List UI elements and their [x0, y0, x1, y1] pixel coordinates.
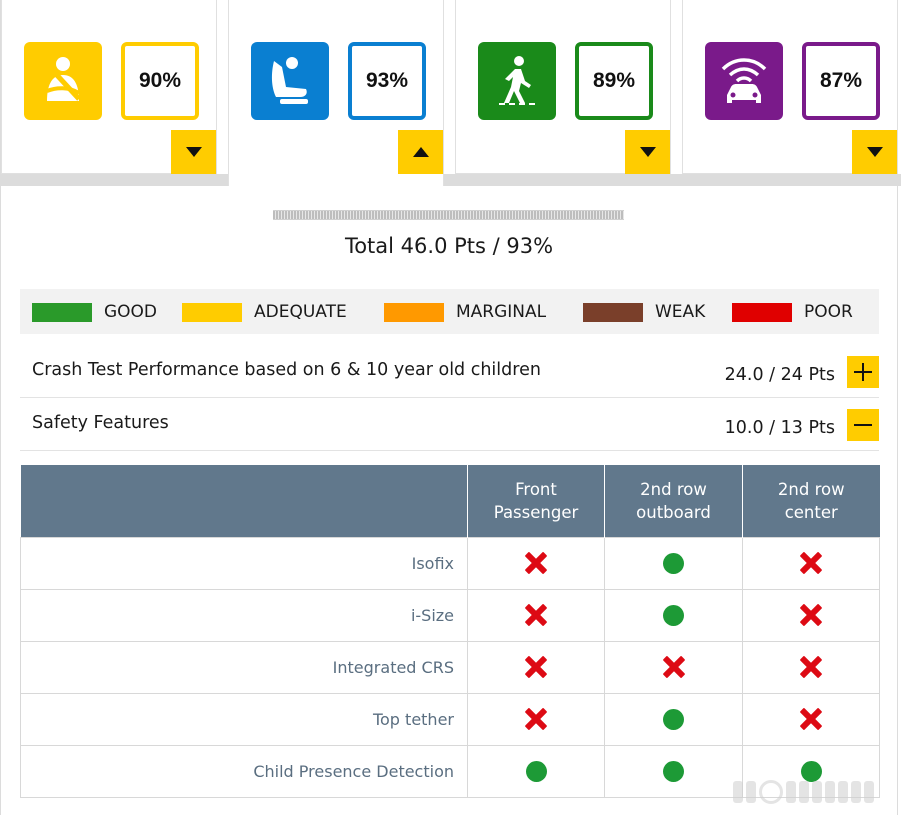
table-row: i-Size — [20, 588, 880, 642]
seatbelt-icon — [24, 42, 102, 120]
feature-availability-cell — [742, 640, 880, 694]
legend-label: MARGINAL — [456, 302, 547, 322]
legend-swatch — [182, 302, 242, 322]
not-available-cross-icon — [800, 604, 822, 626]
legend-label: POOR — [804, 302, 853, 322]
score-strip — [273, 210, 624, 220]
feature-availability-cell — [467, 640, 605, 694]
collapse-toggle-button[interactable] — [398, 130, 443, 174]
legend-item-marginal: MARGINAL — [384, 302, 546, 322]
feature-availability-cell — [742, 588, 880, 642]
feature-label: i-Size — [20, 588, 468, 642]
category-score: 89% — [575, 42, 653, 120]
available-dot-icon — [525, 760, 547, 782]
feature-availability-cell — [467, 588, 605, 642]
category-card-safety-assist[interactable]: 87% — [682, 0, 898, 174]
feature-availability-cell — [604, 588, 743, 642]
category-card-child-occupant[interactable]: 93% — [228, 0, 444, 186]
expand-section-button[interactable] — [847, 356, 879, 388]
not-available-cross-icon — [525, 656, 547, 678]
category-score: 93% — [348, 42, 426, 120]
category-card-adult-occupant[interactable]: 90% — [1, 0, 217, 174]
collapse-section-button[interactable] — [847, 409, 879, 441]
feature-label: Child Presence Detection — [20, 744, 468, 798]
feature-label: Isofix — [20, 536, 468, 590]
not-available-cross-icon — [525, 708, 547, 730]
column-header-2nd-row-outboard: 2nd row outboard — [604, 465, 743, 537]
section-crash-test[interactable]: Crash Test Performance based on 6 & 10 y… — [20, 346, 879, 398]
category-score: 90% — [121, 42, 199, 120]
child-seat-icon — [251, 42, 329, 120]
chevron-down-icon — [639, 147, 656, 157]
available-dot-icon — [800, 760, 822, 782]
not-available-cross-icon — [525, 604, 547, 626]
not-available-cross-icon — [525, 552, 547, 574]
feature-availability-cell — [467, 536, 605, 590]
pedestrian-icon — [478, 42, 556, 120]
legend-item-poor: POOR — [732, 302, 853, 322]
feature-availability-cell — [467, 744, 605, 798]
chevron-up-icon — [412, 147, 429, 157]
not-available-cross-icon — [663, 656, 685, 678]
chevron-down-icon — [866, 147, 883, 157]
section-points: 24.0 / 24 Pts — [724, 365, 835, 385]
category-card-vulnerable-road-users[interactable]: 89% — [455, 0, 671, 174]
legend-item-good: GOOD — [32, 302, 157, 322]
table-header-blank — [20, 465, 468, 537]
section-title: Crash Test Performance based on 6 & 10 y… — [32, 360, 541, 380]
feature-label: Integrated CRS — [20, 640, 468, 694]
expand-toggle-button[interactable] — [852, 130, 897, 174]
plus-icon-stem — [861, 363, 865, 381]
car-sensor-icon — [705, 42, 783, 120]
feature-availability-cell — [604, 536, 743, 590]
feature-availability-cell — [604, 744, 743, 798]
legend-label: GOOD — [104, 302, 158, 322]
minus-icon — [854, 423, 872, 427]
table-row: Isofix — [20, 536, 880, 590]
feature-availability-cell — [604, 692, 743, 746]
available-dot-icon — [663, 760, 684, 782]
expand-toggle-button[interactable] — [625, 130, 670, 174]
column-header-label: 2nd row center — [777, 479, 845, 522]
not-available-cross-icon — [800, 656, 822, 678]
section-points: 10.0 / 13 Pts — [724, 418, 835, 438]
table-row: Top tether — [20, 692, 880, 746]
total-score: Total 46.0 Pts / 93% — [344, 234, 554, 258]
available-dot-icon — [663, 552, 684, 574]
section-title: Safety Features — [32, 413, 169, 433]
feature-availability-cell — [742, 692, 880, 746]
expand-toggle-button[interactable] — [171, 130, 216, 174]
legend-item-adequate: ADEQUATE — [182, 302, 347, 322]
table-row: Child Presence Detection — [20, 744, 880, 798]
chevron-down-icon — [185, 147, 202, 157]
section-safety-features[interactable]: Safety Features 10.0 / 13 Pts — [20, 399, 879, 451]
legend-swatch — [583, 302, 643, 322]
column-header-2nd-row-center: 2nd row center — [742, 465, 880, 537]
legend-swatch — [732, 302, 792, 322]
available-dot-icon — [663, 708, 684, 730]
not-available-cross-icon — [800, 708, 822, 730]
legend-item-weak: WEAK — [583, 302, 705, 322]
legend-swatch — [384, 302, 444, 322]
legend-label: ADEQUATE — [254, 302, 347, 322]
child-seat-features-table: Front Passenger 2nd row outboard 2nd row… — [20, 465, 880, 798]
watermark-logo — [733, 778, 893, 806]
column-header-label: 2nd row outboard — [636, 479, 711, 522]
column-header-front-passenger: Front Passenger — [467, 465, 605, 537]
legend-label: WEAK — [655, 302, 706, 322]
category-score: 87% — [802, 42, 880, 120]
feature-availability-cell — [604, 640, 743, 694]
feature-availability-cell — [742, 744, 880, 798]
not-available-cross-icon — [800, 552, 822, 574]
available-dot-icon — [663, 604, 684, 626]
legend-swatch — [32, 302, 92, 322]
table-row: Integrated CRS — [20, 640, 880, 694]
feature-availability-cell — [467, 692, 605, 746]
feature-label: Top tether — [20, 692, 468, 746]
feature-availability-cell — [742, 536, 880, 590]
table-header-row: Front Passenger 2nd row outboard 2nd row… — [20, 465, 880, 537]
column-header-label: Front Passenger — [493, 479, 579, 522]
rating-legend: GOOD ADEQUATE MARGINAL WEAK POOR — [20, 289, 879, 334]
